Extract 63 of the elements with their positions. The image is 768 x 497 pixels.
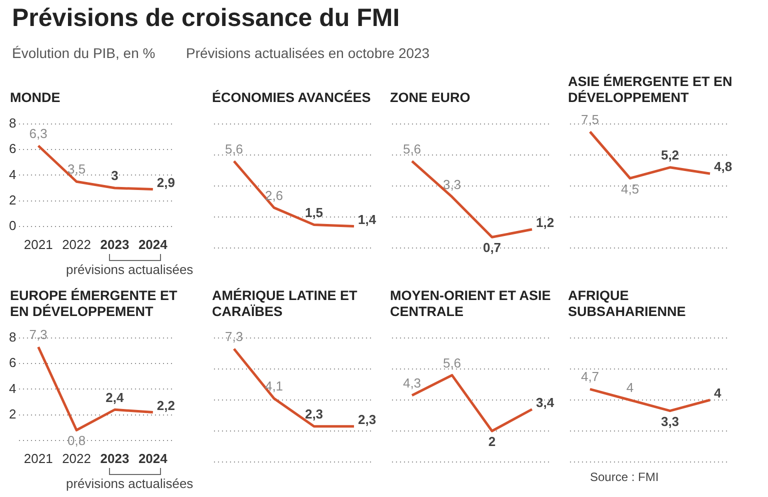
data-label: 1,2 bbox=[536, 214, 554, 230]
text: Prévisions actualisées en octobre 2023 bbox=[186, 45, 430, 61]
chart-title: ÉCONOMIES AVANCÉES bbox=[212, 90, 371, 106]
x-tick-label: 2022 bbox=[62, 236, 91, 252]
x-tick-label: 2021 bbox=[24, 236, 53, 252]
data-label: 2,9 bbox=[156, 174, 175, 190]
data-label: 3,3 bbox=[442, 176, 462, 192]
y-tick-label: 6 bbox=[8, 355, 16, 370]
x-tick-label: 2022 bbox=[62, 450, 91, 466]
text: prévisions actualisées bbox=[66, 262, 194, 277]
x-tick-label: 2021 bbox=[24, 450, 53, 466]
source-note: Source : FMI bbox=[590, 470, 659, 484]
x-tick-label: 2024 bbox=[138, 450, 168, 466]
text: Évolution du PIB, en % bbox=[12, 45, 156, 61]
y-tick-label: 4 bbox=[8, 166, 16, 182]
data-label: 2,6 bbox=[264, 188, 284, 203]
data-label: 4,7 bbox=[580, 369, 600, 384]
data-label: 2,3 bbox=[358, 412, 376, 427]
data-label: 4,1 bbox=[264, 378, 284, 394]
x-tick-label: 2024 bbox=[138, 236, 168, 252]
chart-title: AMÉRIQUE LATINE ET CARAÏBES bbox=[212, 288, 358, 319]
data-label: 1,5 bbox=[304, 204, 324, 220]
data-label: 5,2 bbox=[660, 147, 680, 162]
data-label: 3,3 bbox=[660, 414, 680, 429]
data-label: 5,6 bbox=[442, 355, 462, 370]
text: Prévisions de croissance du FMI bbox=[12, 4, 400, 33]
chart-title: ASIE ÉMERGENTE ET EN DÉVELOPPEMENT bbox=[568, 74, 734, 106]
data-label: 3,4 bbox=[536, 394, 555, 410]
data-label: 4 bbox=[626, 380, 634, 396]
data-label: 4,5 bbox=[620, 181, 640, 196]
data-label: 5,6 bbox=[402, 141, 422, 156]
chart-title: MONDE bbox=[10, 90, 60, 106]
chart-title: ZONE EURO bbox=[390, 90, 470, 106]
data-label: 3 bbox=[111, 168, 118, 184]
y-tick-label: 0 bbox=[8, 218, 16, 233]
data-label: 4,3 bbox=[402, 375, 422, 390]
y-tick-label: 8 bbox=[8, 330, 16, 345]
data-label: 7,3 bbox=[29, 327, 48, 342]
y-tick-label: 2 bbox=[8, 192, 16, 208]
y-tick-label: 4 bbox=[8, 380, 16, 396]
chart-title: EUROPE ÉMERGENTE ET EN DÉVELOPPEMENT bbox=[10, 288, 178, 320]
data-label: 7,5 bbox=[580, 112, 600, 127]
text: prévisions actualisées bbox=[66, 476, 194, 491]
data-label: 7,3 bbox=[224, 328, 244, 344]
y-tick-label: 8 bbox=[8, 116, 16, 131]
data-label: 0,8 bbox=[67, 433, 86, 448]
data-label: 5,6 bbox=[224, 141, 244, 156]
data-label: 1,4 bbox=[358, 212, 377, 227]
data-label: 4 bbox=[714, 386, 722, 401]
y-tick-label: 6 bbox=[8, 141, 16, 156]
chart-title: AFRIQUE SUBSAHARIENNE bbox=[568, 288, 687, 320]
data-label: 2,3 bbox=[304, 406, 324, 422]
data-label: 2 bbox=[488, 434, 496, 450]
data-label: 2,2 bbox=[156, 398, 175, 413]
chart-title: MOYEN-ORIENT ET ASIE CENTRALE bbox=[390, 288, 551, 319]
y-tick-label: 2 bbox=[8, 406, 16, 422]
x-tick-label: 2023 bbox=[100, 450, 130, 466]
data-label: 2,4 bbox=[106, 390, 125, 405]
data-label: 6,3 bbox=[29, 126, 48, 141]
data-label: 0,7 bbox=[482, 240, 502, 256]
data-label: 4,8 bbox=[714, 159, 732, 174]
data-label: 3,5 bbox=[67, 162, 86, 177]
x-tick-label: 2023 bbox=[100, 236, 130, 252]
